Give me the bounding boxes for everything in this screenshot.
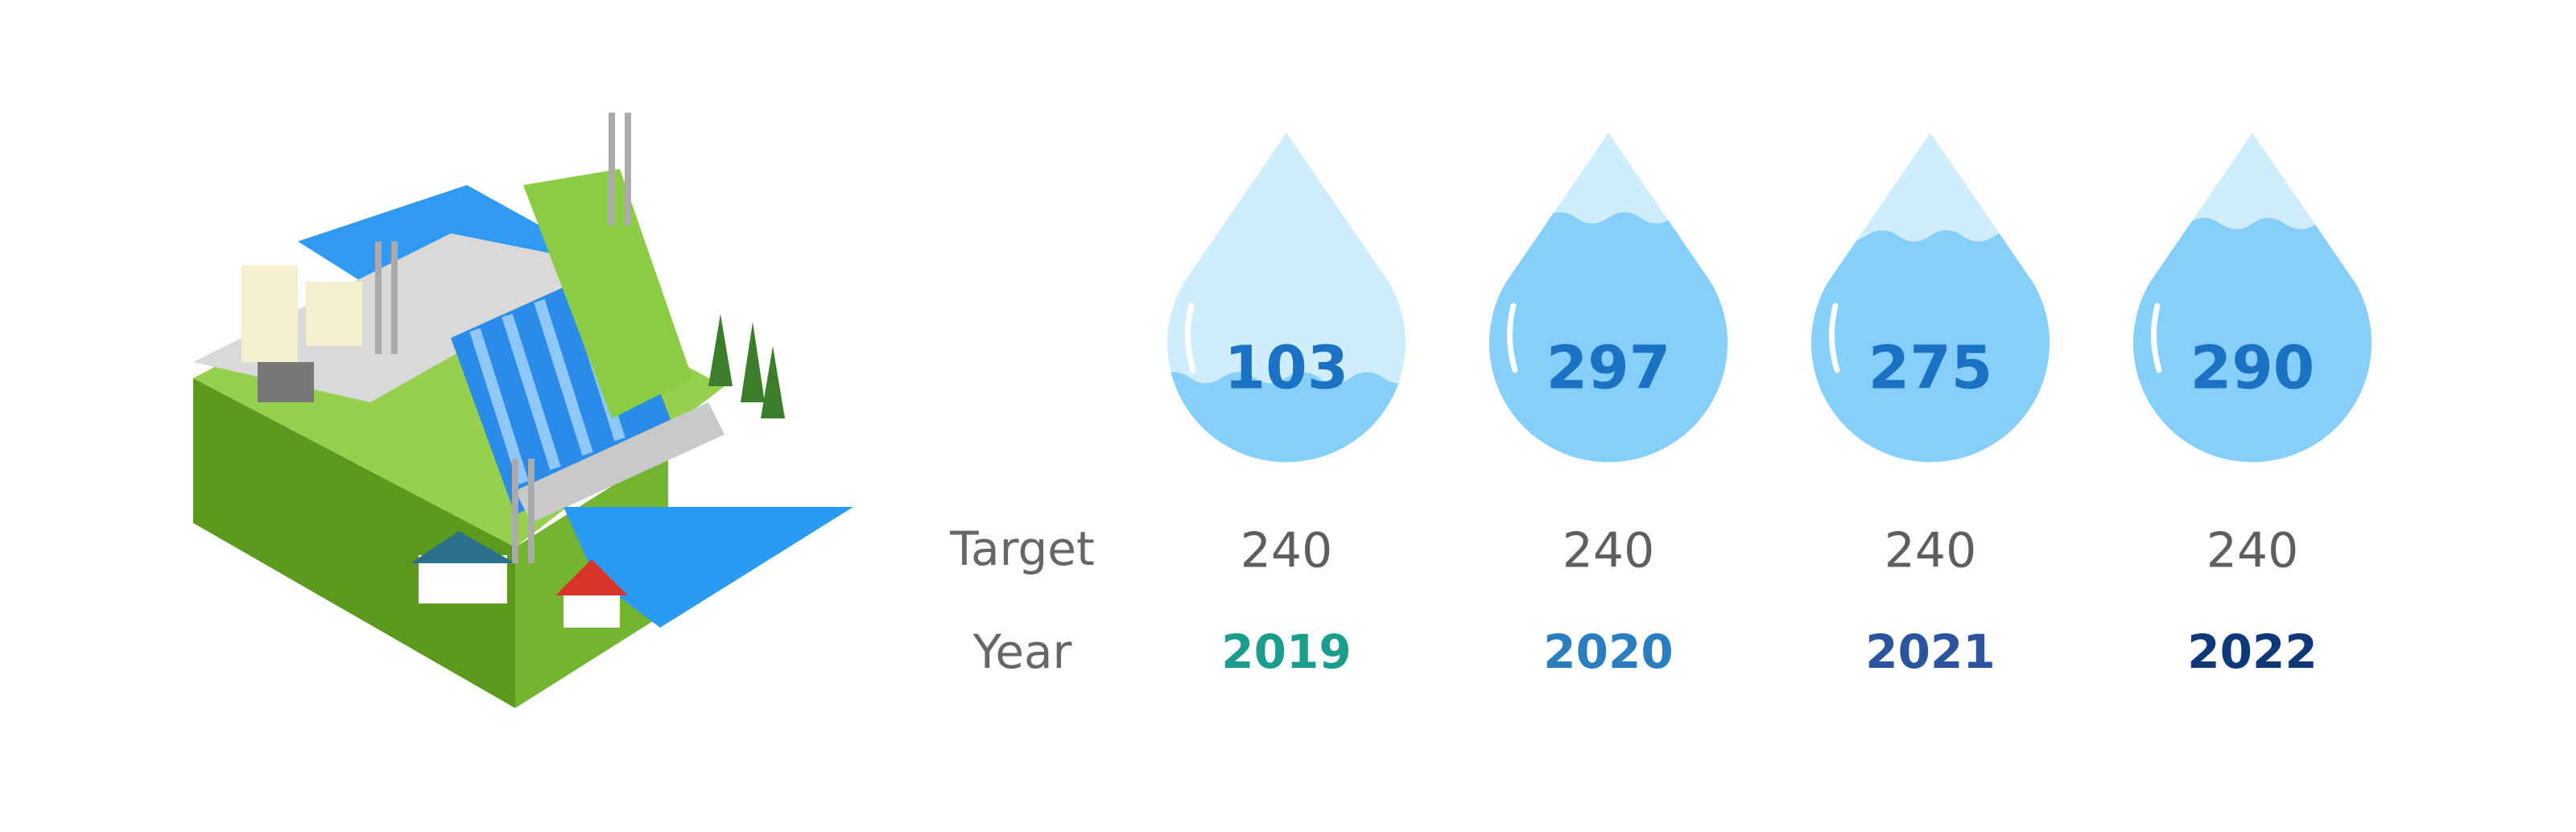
highlight (2151, 303, 2162, 373)
drop-value: 275 (1868, 334, 1992, 403)
target-value: 240 (2207, 523, 2299, 579)
drop-value: 290 (2190, 334, 2314, 403)
year-label: 2019 (1221, 624, 1351, 679)
water-level (2133, 217, 2372, 463)
target-value: 240 (1241, 523, 1333, 579)
year-row-label: Year (972, 624, 1072, 679)
water-level (1489, 212, 1728, 463)
highlight (1507, 303, 1518, 373)
water-level (1811, 230, 2050, 463)
target-value: 240 (1885, 523, 1977, 579)
year-label: 2022 (2187, 624, 2317, 679)
target-value: 240 (1563, 523, 1655, 579)
target-row-label: Target (949, 521, 1094, 576)
dam-illustration (193, 113, 853, 708)
year-label: 2020 (1543, 624, 1673, 679)
drop-value: 103 (1224, 334, 1348, 403)
year-label: 2021 (1865, 624, 1995, 679)
highlight (1185, 303, 1196, 373)
highlight (1829, 303, 1840, 373)
drop-value: 297 (1546, 334, 1670, 403)
water-level (1167, 372, 1406, 463)
